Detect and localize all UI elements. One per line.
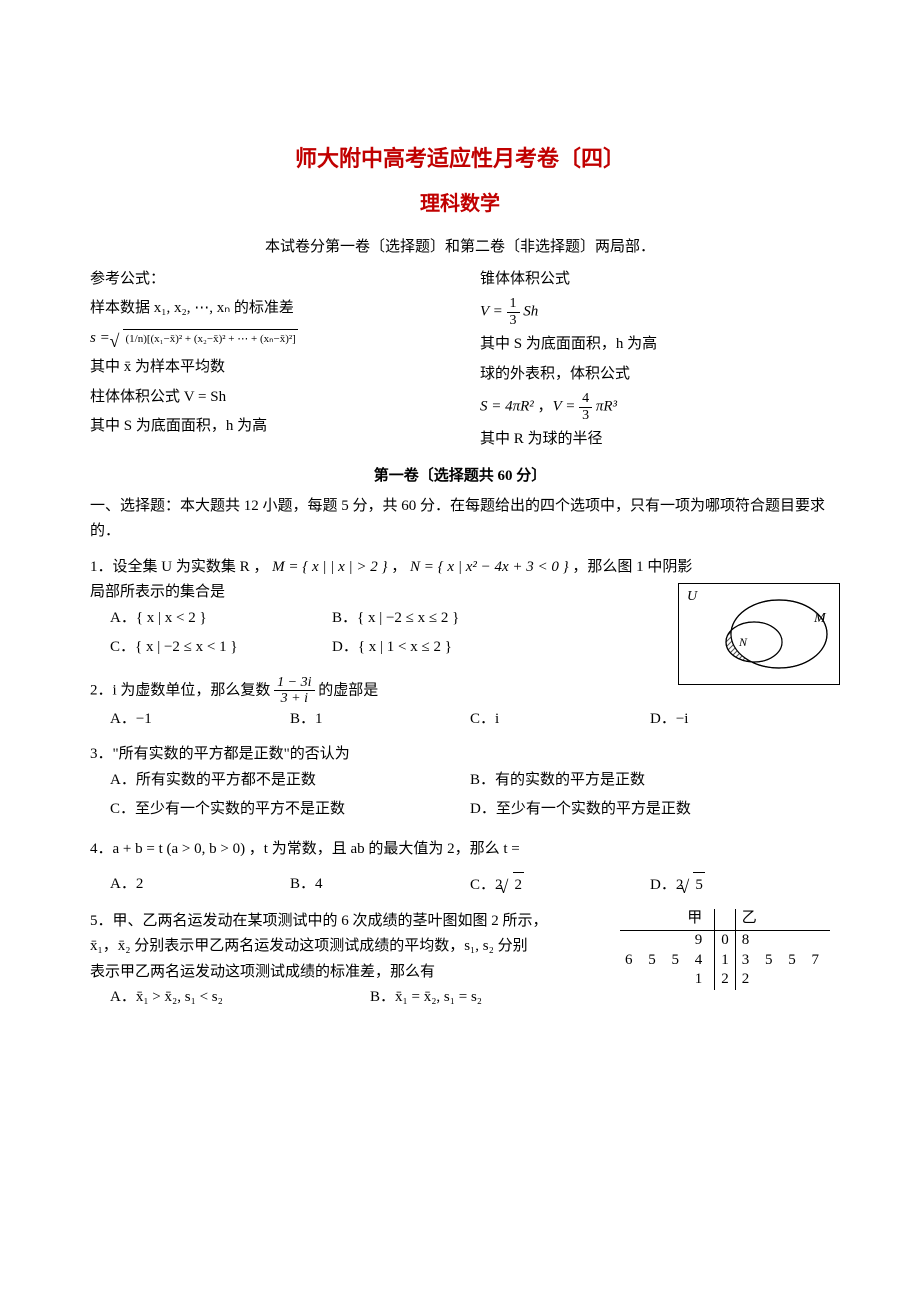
q2-option-c: C．i: [470, 707, 650, 733]
stemleaf-r2-right: 2: [735, 970, 830, 990]
q2-option-d: D．−i: [650, 707, 830, 733]
stemleaf-r2-stem: 2: [715, 970, 736, 990]
stemleaf-r2-left: 1: [620, 970, 715, 990]
stemleaf-hdr-right: 乙: [735, 909, 830, 931]
q3-option-d: D．至少有一个实数的平方是正数: [470, 797, 830, 823]
section1-instructions: 一、选择题：本大题共 12 小题，每题 5 分，共 60 分．在每题给出的四个选…: [90, 494, 830, 545]
cone-frac-d: 3: [507, 313, 520, 328]
q5-option-a: A．x̄₁ > x̄₂, s₁ < s₂: [110, 985, 370, 1011]
q4-option-a: A．2: [110, 872, 290, 899]
stemleaf-r1-stem: 1: [715, 951, 736, 971]
q4-stem: 4．a + b = t (a > 0, b > 0) ，t 为常数，且 ab 的…: [90, 837, 830, 863]
question-4: 4．a + b = t (a > 0, b > 0) ，t 为常数，且 ab 的…: [90, 837, 830, 899]
q4-d-rad: 5: [693, 872, 705, 899]
q3-option-c: C．至少有一个实数的平方不是正数: [110, 797, 470, 823]
sphere-r-note: 其中 R 为球的半径: [480, 427, 830, 453]
question-3: 3．"所有实数的平方都是正数"的否认为 A．所有实数的平方都不是正数 B．有的实…: [90, 742, 830, 827]
venn-diagram: U M N: [678, 583, 840, 685]
q1-option-d: D．{ x | 1 < x ≤ 2 }: [332, 635, 554, 661]
cone-frac-n: 1: [507, 296, 520, 312]
q1-option-c: C．{ x | −2 ≤ x < 1 }: [110, 635, 332, 661]
cone-v-suffix: Sh: [520, 304, 539, 320]
stemleaf-r1-left: 6 5 5 4: [620, 951, 715, 971]
cone-volume-label: 锥体体积公式: [480, 267, 830, 293]
sample-sd-formula: s = (1/n)[(x₁−x̄)² + (x₂−x̄)² + ⋯ + (xₙ−…: [90, 326, 440, 352]
q4-option-d: D．2 5: [650, 872, 830, 899]
reference-formulas: 参考公式： 样本数据 x₁, x₂, ⋯, xₙ 的标准差 s = (1/n)[…: [90, 267, 830, 457]
intro-text: 本试卷分第一卷〔选择题〕和第二卷〔非选择题〕两局部．: [90, 235, 830, 261]
venn-n-label: N: [738, 635, 748, 649]
q1-stem-a: 1．设全集 U 为实数集 R ，: [90, 559, 268, 575]
stemleaf-r0-left: 9: [620, 931, 715, 951]
sphere-frac-d: 3: [579, 408, 592, 423]
prism-s-note: 其中 S 为底面面积，h 为高: [90, 414, 440, 440]
sphere-label: 球的外表积，体积公式: [480, 362, 830, 388]
sphere-surface: S = 4πR²: [480, 399, 534, 415]
sphere-frac-n: 4: [579, 391, 592, 407]
stemleaf-hdr-stem: [715, 909, 736, 931]
stem-leaf-plot: 甲 乙 9 0 8 6 5 5 4 1 3 5 5 7 1 2 2: [620, 909, 830, 990]
section1-header: 第一卷〔选择题共 60 分〕: [90, 464, 830, 490]
q5-stem-b: x̄₁，x̄₂ 分别表示甲乙两名运发动这项测试成绩的平均数，s₁, s₂ 分别: [90, 934, 630, 960]
xbar-note: 其中 x̄ 为样本平均数: [90, 355, 440, 381]
sphere-formula: S = 4πR² ，V = 43 πR³: [480, 391, 830, 423]
stemleaf-r0-stem: 0: [715, 931, 736, 951]
q1-stem-b: ，那么图 1 中阴影: [572, 559, 692, 575]
stemleaf-r1-right: 3 5 5 7: [735, 951, 830, 971]
cone-volume-formula: V = 13 Sh: [480, 296, 830, 328]
q1-option-b: B．{ x | −2 ≤ x ≤ 2 }: [332, 606, 554, 632]
q2-frac-d: 3 + i: [274, 691, 314, 706]
formulas-right-col: 锥体体积公式 V = 13 Sh 其中 S 为底面面积，h 为高 球的外表积，体…: [480, 267, 830, 457]
formulas-label: 参考公式：: [90, 267, 440, 293]
sphere-sep: ，: [534, 399, 553, 415]
q4-c-rad: 2: [513, 872, 525, 899]
stemleaf-hdr-left: 甲: [620, 909, 715, 931]
q2-stem-b: 的虚部是: [318, 682, 378, 698]
sphere-v-suffix: πR³: [592, 399, 617, 415]
q2-frac-n: 1 − 3i: [274, 675, 314, 691]
q1-set-n: N = { x | x² − 4x + 3 < 0 }: [410, 559, 569, 575]
exam-title: 师大附中高考适应性月考卷〔四〕: [90, 140, 830, 177]
venn-u-label: U: [687, 589, 698, 604]
q3-option-b: B．有的实数的平方是正数: [470, 768, 830, 794]
q2-option-a: A．−1: [110, 707, 290, 733]
q1-set-m: M = { x | | x | > 2 }: [272, 559, 387, 575]
q1-stem-line1: 1．设全集 U 为实数集 R ， M = { x | | x | > 2 } ，…: [90, 555, 830, 581]
q2-option-b: B．1: [290, 707, 470, 733]
cone-s-note: 其中 S 为底面面积，h 为高: [480, 332, 830, 358]
q1-option-a: A．{ x | x < 2 }: [110, 606, 332, 632]
q1-sep: ，: [391, 559, 406, 575]
question-2: 2．i 为虚数单位，那么复数 1 − 3i3 + i 的虚部是 A．−1 B．1…: [90, 675, 830, 732]
q3-option-a: A．所有实数的平方都不是正数: [110, 768, 470, 794]
q5-stem-c: 表示甲乙两名运发动这项测试成绩的标准差，那么有: [90, 960, 630, 986]
sd-radicand: (1/n)[(x₁−x̄)² + (x₂−x̄)² + ⋯ + (xₙ−x̄)²…: [123, 329, 297, 349]
question-5: 5．甲、乙两名运发动在某项测试中的 6 次成绩的茎叶图如图 2 所示， x̄₁，…: [90, 909, 830, 1015]
stemleaf-r0-right: 8: [735, 931, 830, 951]
q4-d-pre: D．2: [650, 877, 683, 893]
q2-stem-a: 2．i 为虚数单位，那么复数: [90, 682, 274, 698]
prism-volume: 柱体体积公式 V = Sh: [90, 385, 440, 411]
q4-option-b: B．4: [290, 872, 470, 899]
q5-option-b: B．x̄₁ = x̄₂, s₁ = s₂: [370, 985, 630, 1011]
q5-stem-a: 5．甲、乙两名运发动在某项测试中的 6 次成绩的茎叶图如图 2 所示，: [90, 909, 630, 935]
cone-v-lhs: V =: [480, 304, 507, 320]
exam-subtitle: 理科数学: [90, 187, 830, 221]
formulas-left-col: 参考公式： 样本数据 x₁, x₂, ⋯, xₙ 的标准差 s = (1/n)[…: [90, 267, 440, 457]
question-1: 1．设全集 U 为实数集 R ， M = { x | | x | > 2 } ，…: [90, 555, 830, 665]
sphere-v-lhs: V =: [553, 399, 580, 415]
q3-stem: 3．"所有实数的平方都是正数"的否认为: [90, 742, 830, 768]
q4-option-c: C．22: [470, 872, 650, 899]
sample-sd-label: 样本数据 x₁, x₂, ⋯, xₙ 的标准差: [90, 296, 440, 322]
